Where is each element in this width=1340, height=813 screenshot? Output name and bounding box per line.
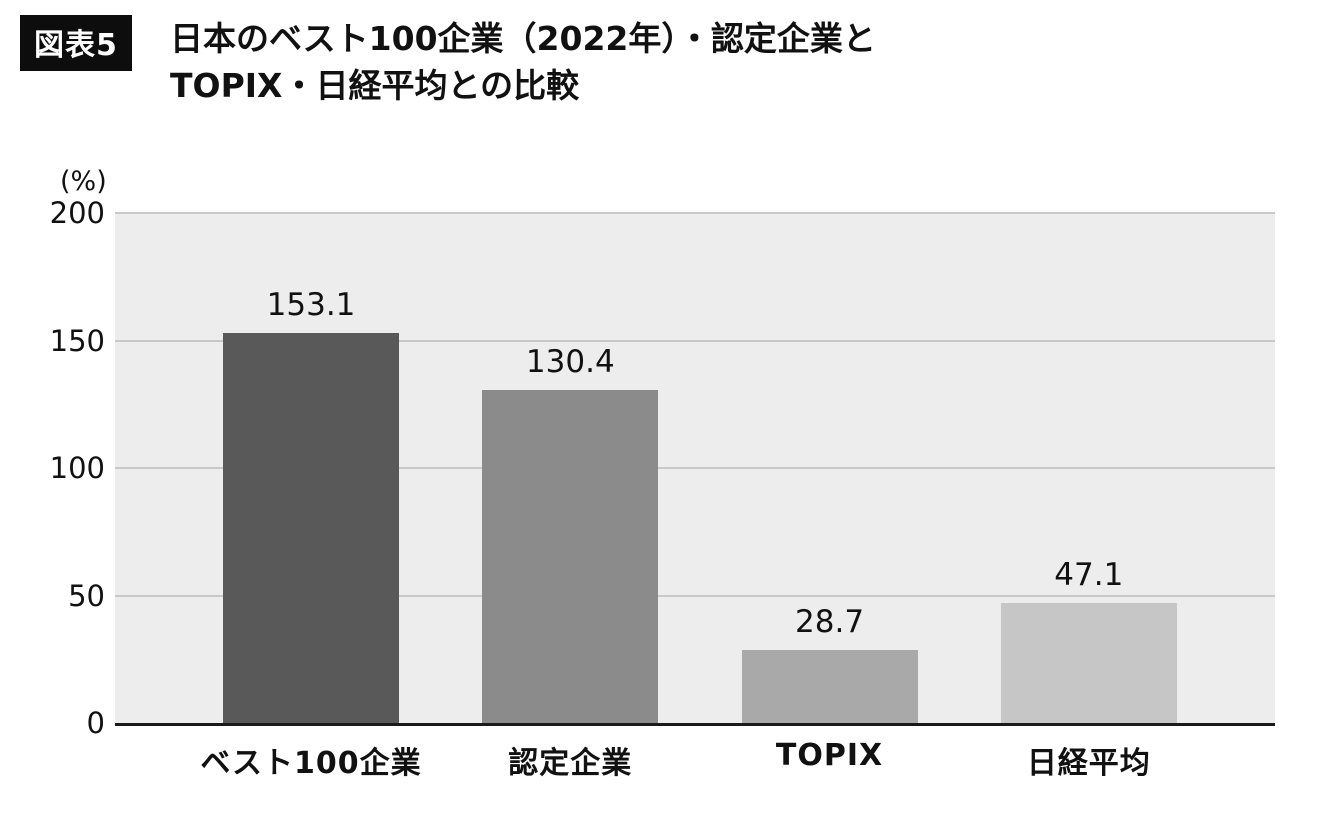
gridline-50 (115, 594, 1275, 597)
gridline-150 (115, 339, 1275, 342)
x-category-label-2: 認定企業 (508, 746, 633, 781)
bar-2 (482, 390, 659, 723)
y-axis: 0 50 100 150 200 (20, 196, 105, 740)
y-axis-unit-label: (%) (60, 166, 107, 197)
gridline-200 (115, 212, 1275, 214)
bar-value-label-4: 47.1 (1054, 556, 1124, 593)
bar-value-label-2: 130.4 (525, 344, 615, 381)
bar-1 (223, 332, 400, 723)
bar-3 (741, 649, 918, 723)
y-tick-label-0: 0 (86, 706, 105, 740)
gridline-100 (115, 467, 1275, 469)
figure-badge: 図表5 (20, 15, 132, 71)
bar-4 (1000, 602, 1177, 723)
x-category-label-1: ベスト100企業 (200, 746, 422, 781)
x-category-label-4: 日経平均 (1026, 746, 1151, 781)
y-tick-label-100: 100 (49, 451, 105, 485)
y-tick-label-200: 200 (49, 196, 105, 230)
chart-title: 日本のベスト100企業（2022年）・認定企業と TOPIX・日経平均との比較 (170, 16, 876, 110)
chart-title-line1: 日本のベスト100企業（2022年）・認定企業と (170, 19, 876, 58)
x-category-label-3: TOPIX (775, 738, 884, 773)
y-tick-label-50: 50 (68, 578, 105, 613)
bar-value-label-1: 153.1 (266, 286, 356, 323)
plot-area: 153.1 ベスト100企業 130.4 認定企業 28.7 TOPIX 47.1 日経平均 (115, 212, 1275, 781)
bar-value-label-3: 28.7 (795, 603, 865, 640)
chart-title-line2: TOPIX・日経平均との比較 (170, 65, 580, 105)
y-tick-label-150: 150 (49, 323, 105, 358)
